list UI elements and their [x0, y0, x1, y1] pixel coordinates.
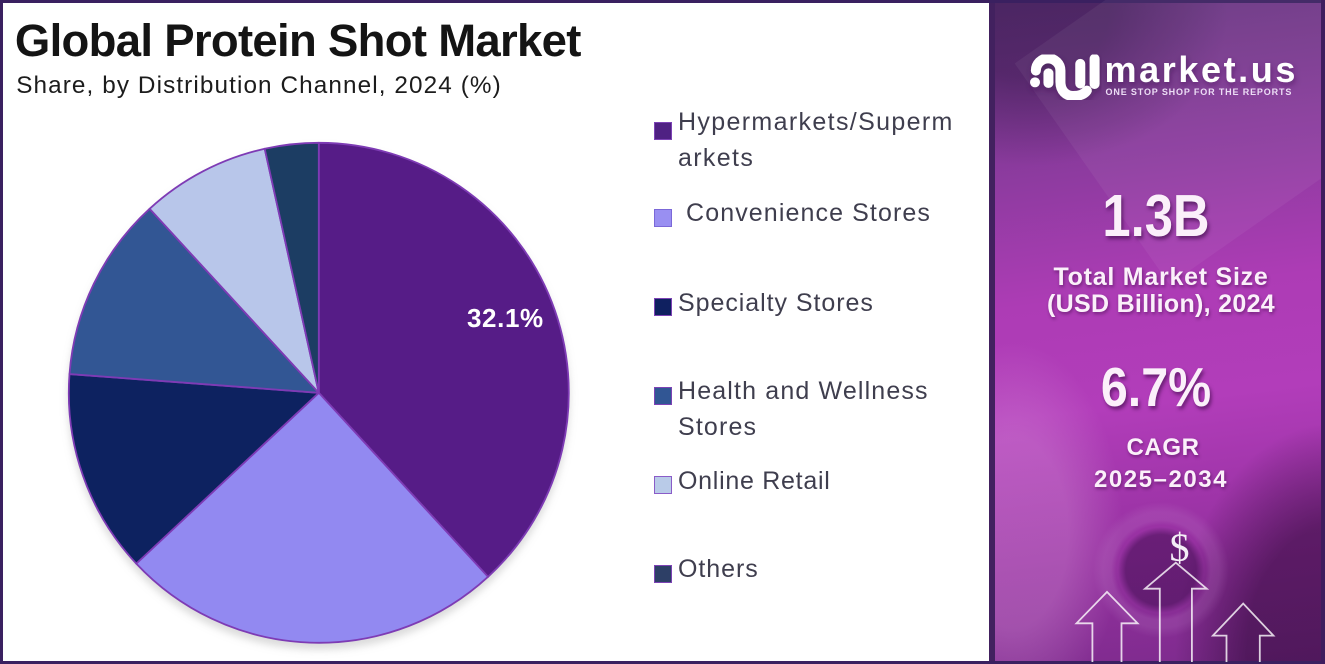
svg-text:market.us: market.us [1105, 49, 1299, 90]
svg-text:$: $ [1170, 525, 1190, 570]
svg-text:ONE STOP SHOP FOR THE REPORTS: ONE STOP SHOP FOR THE REPORTS [1106, 87, 1293, 97]
